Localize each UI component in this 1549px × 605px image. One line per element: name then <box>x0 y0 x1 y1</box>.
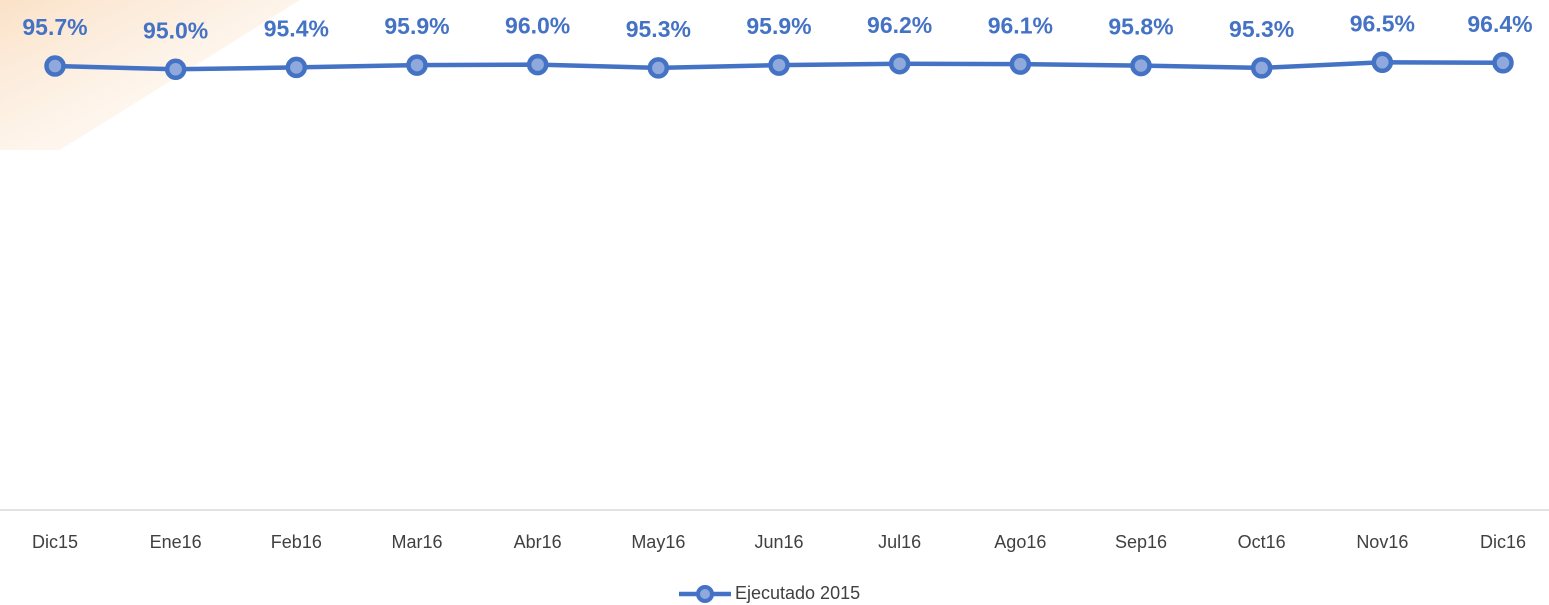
marker <box>1130 54 1152 77</box>
data-label: 96.2% <box>867 12 932 38</box>
x-tick-label: Ago16 <box>994 532 1046 552</box>
marker <box>526 53 549 76</box>
data-label: 95.0% <box>143 17 208 43</box>
x-tick-label: Jul16 <box>878 532 921 552</box>
data-label: 96.4% <box>1467 11 1532 37</box>
marker <box>164 58 187 81</box>
marker <box>1492 52 1514 74</box>
x-tick-label: Abr16 <box>514 532 562 552</box>
data-label: 95.4% <box>264 16 329 42</box>
x-tick-label: Nov16 <box>1356 532 1408 552</box>
watermark <box>0 0 300 150</box>
x-tick-label: Mar16 <box>391 532 442 552</box>
marker <box>1009 53 1032 75</box>
legend-label: Ejecutado 2015 <box>735 583 860 603</box>
marker <box>406 54 428 76</box>
legend-marker <box>696 585 714 603</box>
marker <box>888 52 911 75</box>
marker <box>285 56 308 79</box>
x-tick-label: Dic16 <box>1480 532 1526 552</box>
x-tick-label: Ene16 <box>150 532 202 552</box>
marker <box>1250 57 1273 79</box>
data-label: 95.9% <box>746 13 811 39</box>
data-label: 95.7% <box>22 14 87 40</box>
data-label: 95.8% <box>1108 14 1173 40</box>
x-tick-label: Sep16 <box>1115 532 1167 552</box>
x-tick-label: May16 <box>631 532 685 552</box>
data-label: 96.1% <box>988 12 1053 38</box>
data-label: 96.5% <box>1350 10 1415 36</box>
marker <box>768 54 790 76</box>
x-tick-label: Dic15 <box>32 532 78 552</box>
marker <box>44 55 66 77</box>
marker <box>1371 51 1394 74</box>
x-tick-label: Feb16 <box>271 532 322 552</box>
data-label: 95.3% <box>1229 16 1294 42</box>
data-label: 96.0% <box>505 13 570 39</box>
data-label: 95.3% <box>626 16 691 42</box>
x-tick-label: Jun16 <box>754 532 803 552</box>
x-tick-label: Oct16 <box>1238 532 1286 552</box>
marker <box>647 57 670 79</box>
data-label: 95.9% <box>384 13 449 39</box>
